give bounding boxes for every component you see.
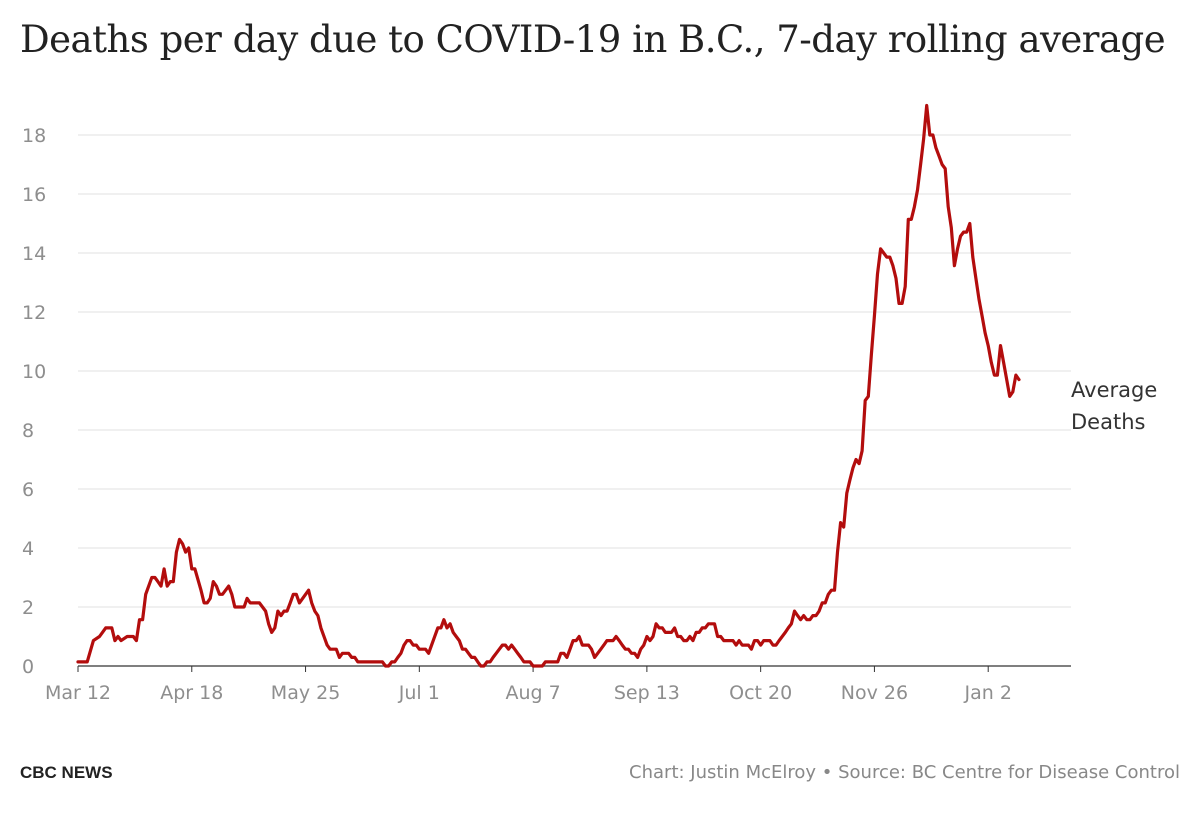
x-tick-label: Aug 7 <box>505 682 560 704</box>
series-line-average-deaths <box>76 103 1021 668</box>
y-tick-label: 18 <box>22 125 46 147</box>
y-tick-label: 12 <box>22 302 46 324</box>
y-tick-label: 0 <box>22 656 34 678</box>
chart-credit: Chart: Justin McElroy • Source: BC Centr… <box>629 762 1180 783</box>
y-tick-label: 4 <box>22 538 34 560</box>
annotation-line2: Deaths <box>1071 410 1145 434</box>
grid-lines <box>78 134 1071 608</box>
y-tick-label: 8 <box>22 420 34 442</box>
y-tick-label: 14 <box>22 243 46 265</box>
x-axis-ticks: Mar 12 Apr 18 May 25 Jul 1 Aug 7 Sep 13 Oct 20… <box>45 666 1012 704</box>
x-tick-label: Nov 26 <box>841 682 908 704</box>
y-tick-label: 2 <box>22 597 34 619</box>
y-axis-ticks: 0 2 4 6 8 10 12 14 16 18 <box>22 125 46 678</box>
x-tick-label: Mar 12 <box>45 682 111 704</box>
x-tick-label: Jul 1 <box>398 682 440 704</box>
x-tick-label: Jan 2 <box>963 682 1011 704</box>
x-tick-label: Sep 13 <box>614 682 680 704</box>
y-tick-label: 10 <box>22 361 46 383</box>
brand-logo-text: CBC NEWS <box>20 763 113 782</box>
chart-title: Deaths per day due to COVID-19 in B.C., … <box>20 18 1166 61</box>
x-tick-label: Oct 20 <box>729 682 792 704</box>
x-tick-label: Apr 18 <box>160 682 223 704</box>
annotation-line1: Average <box>1071 378 1157 402</box>
y-tick-label: 16 <box>22 184 46 206</box>
x-tick-label: May 25 <box>271 682 341 704</box>
y-tick-label: 6 <box>22 479 34 501</box>
